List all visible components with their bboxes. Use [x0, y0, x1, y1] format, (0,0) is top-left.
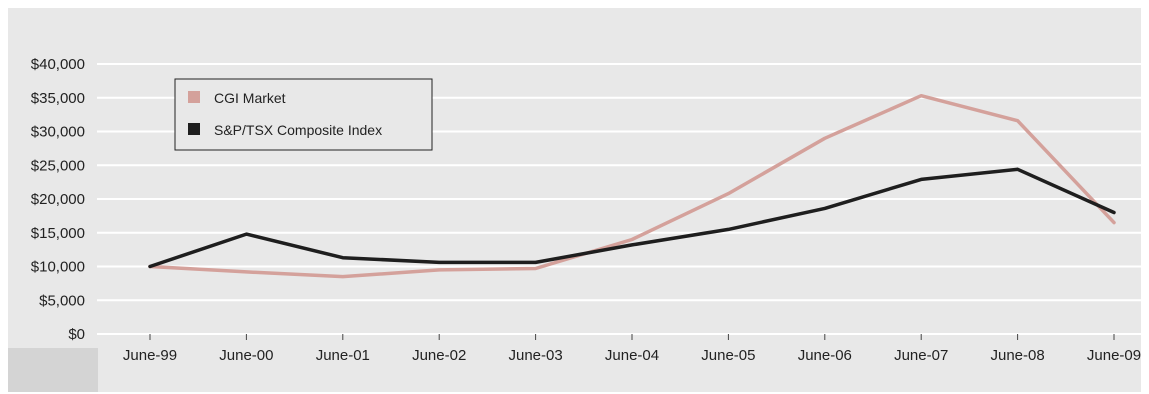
legend-swatch-cgi-market [188, 91, 200, 103]
x-tick-label: June-04 [605, 347, 659, 364]
x-tick-label: June-08 [990, 347, 1044, 364]
legend-swatch-sp-tsx [188, 123, 200, 135]
x-tick-label: June-06 [798, 347, 852, 364]
y-axis-ticks: $0 $5,000 $10,000 $15,000 $20,000 $25,000 $30,… [31, 56, 85, 343]
x-tick-label: June-01 [316, 347, 370, 364]
y-tick-label: $35,000 [31, 90, 85, 107]
legend-box [174, 78, 433, 151]
x-tick-label: June-00 [219, 347, 273, 364]
x-tick-label: June-05 [701, 347, 755, 364]
x-axis-ticks: June-99 June-00 June-01 June-02 June-03 June-… [123, 334, 1141, 364]
y-tick-label: $5,000 [39, 292, 85, 309]
x-tick-label: June-09 [1087, 347, 1141, 364]
axis-band [8, 348, 98, 392]
y-tick-label: $0 [68, 326, 85, 343]
legend-label-cgi-market: CGI Market [214, 90, 286, 106]
y-tick-label: $20,000 [31, 191, 85, 208]
series-lines [148, 93, 1116, 279]
x-tick-label: June-99 [123, 347, 177, 364]
series-line-1 [148, 167, 1116, 269]
x-tick-label: June-03 [508, 347, 562, 364]
legend-label-sp-tsx: S&P/TSX Composite Index [214, 122, 382, 138]
y-tick-label: $40,000 [31, 56, 85, 73]
legend: CGI Market S&P/TSX Composite Index [174, 78, 433, 151]
x-tick-label: June-02 [412, 347, 466, 364]
y-tick-label: $10,000 [31, 259, 85, 276]
series-line-0 [148, 93, 1116, 279]
x-tick-label: June-07 [894, 347, 948, 364]
y-tick-label: $15,000 [31, 225, 85, 242]
y-tick-label: $30,000 [31, 124, 85, 141]
y-tick-label: $25,000 [31, 157, 85, 174]
